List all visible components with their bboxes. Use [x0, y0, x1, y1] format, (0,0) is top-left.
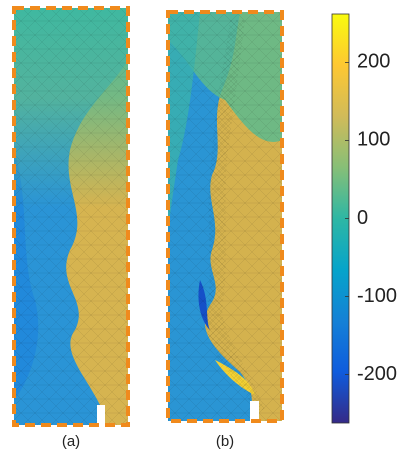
panel-label: (b) — [216, 433, 234, 450]
panel-b — [166, 10, 284, 423]
panel-a — [12, 6, 130, 427]
colorbar-tick-label: -100 — [357, 285, 397, 307]
colorbar-tick-label: -200 — [357, 363, 397, 385]
colorbar-tick-label: 0 — [357, 207, 368, 229]
panel-label: (a) — [62, 433, 80, 450]
colorbar-tick-label: 100 — [357, 129, 390, 151]
colorbar-tick-label: 200 — [357, 51, 390, 73]
